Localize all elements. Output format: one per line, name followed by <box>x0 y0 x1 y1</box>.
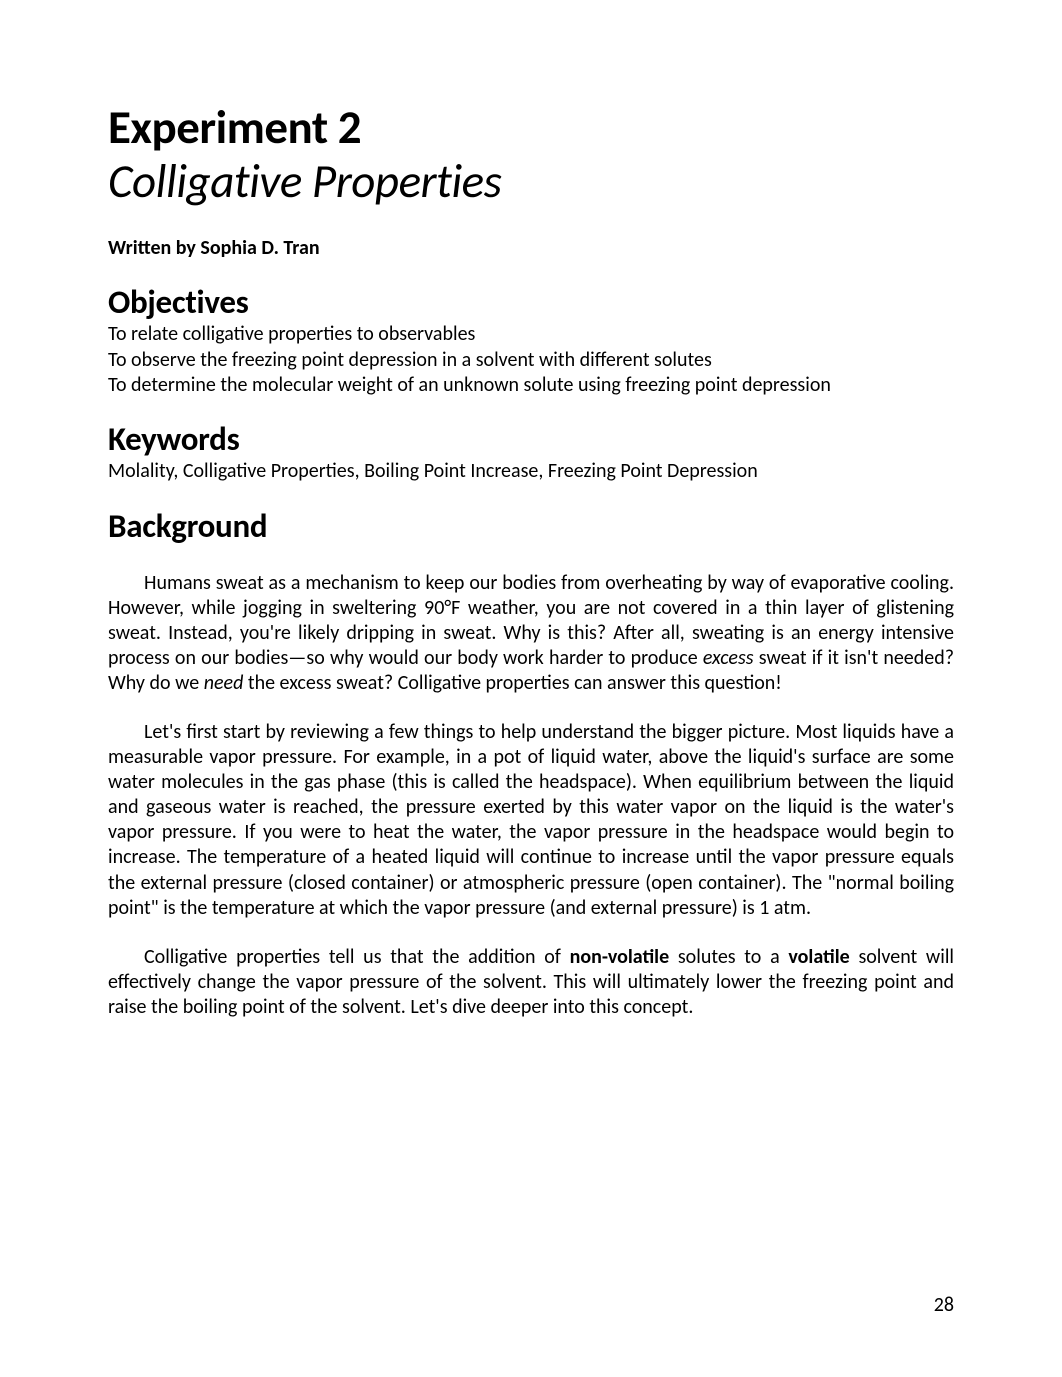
objectives-list: To relate colligative properties to obse… <box>108 322 954 398</box>
background-heading: Background <box>108 508 954 544</box>
keywords-text: Molality, Colligative Properties, Boilin… <box>108 459 954 484</box>
bold-text: non-volatile <box>570 945 670 969</box>
background-paragraph-1: Humans sweat as a mechanism to keep our … <box>108 571 954 696</box>
italic-text: need <box>204 671 244 695</box>
text-run: solutes to a <box>669 945 788 969</box>
italic-text: excess <box>703 646 754 670</box>
page-number: 28 <box>934 1293 954 1317</box>
author-line: Written by Sophia D. Tran <box>108 236 954 260</box>
text-run: the excess sweat? Colligative properties… <box>243 671 781 695</box>
experiment-subtitle: Colligative Properties <box>108 154 954 208</box>
text-run: Colligative properties tell us that the … <box>144 945 570 969</box>
background-paragraph-3: Colligative properties tell us that the … <box>108 945 954 1020</box>
objective-item: To observe the freezing point depression… <box>108 348 954 373</box>
background-paragraph-2: Let's first start by reviewing a few thi… <box>108 720 954 921</box>
objectives-heading: Objectives <box>108 284 954 320</box>
objective-item: To determine the molecular weight of an … <box>108 373 954 398</box>
objective-item: To relate colligative properties to obse… <box>108 322 954 347</box>
keywords-heading: Keywords <box>108 421 954 457</box>
document-page: Experiment 2 Colligative Properties Writ… <box>0 0 1062 1377</box>
bold-text: volatile <box>788 945 849 969</box>
experiment-title: Experiment 2 <box>108 100 954 154</box>
